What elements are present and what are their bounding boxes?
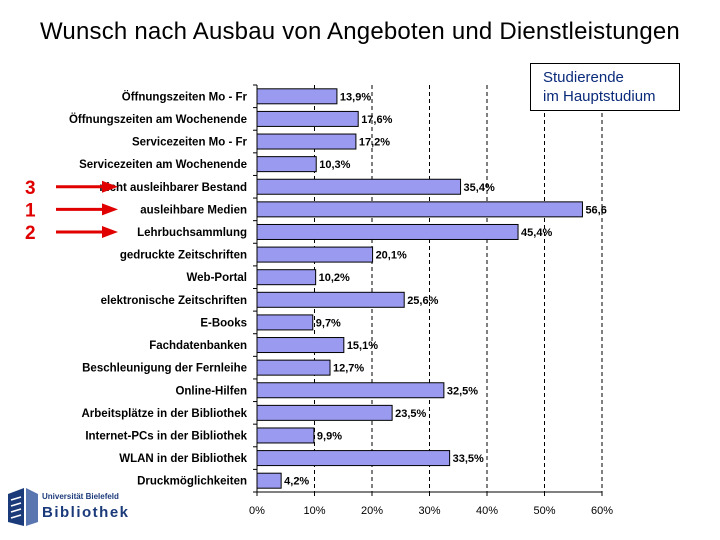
x-tick-labels: 0% 10% 20% 30% 40% 50% 60% bbox=[249, 505, 613, 517]
category-label: Lehrbuchsammlung bbox=[137, 227, 247, 239]
value-label: 35,4% bbox=[464, 182, 495, 194]
category-labels: Öffnungszeiten Mo - Fr Öffnungszeiten am … bbox=[69, 90, 248, 487]
category-label: Druckmöglichkeiten bbox=[137, 476, 247, 488]
bars bbox=[256, 88, 583, 489]
x-tick-label: 40% bbox=[476, 505, 498, 517]
legend-box: Studierende im Hauptstudium bbox=[530, 63, 680, 111]
bar bbox=[256, 472, 282, 489]
priority-number: 3 bbox=[25, 178, 36, 199]
university-logo: Universität Bielefeld Bibliothek bbox=[6, 484, 128, 532]
bar bbox=[256, 110, 359, 127]
bar bbox=[256, 223, 519, 240]
x-tick-label: 20% bbox=[361, 505, 383, 517]
category-label: Öffnungszeiten am Wochenende bbox=[69, 113, 247, 126]
value-labels: 13,9% 17,6% 17,2% 10,3% 35,4% 56,6 45,4% 20,1% 1… bbox=[284, 91, 607, 487]
category-label: ausleihbare Medien bbox=[140, 204, 247, 216]
category-label: Arbeitsplätze in der Bibliothek bbox=[82, 408, 248, 420]
value-label: 33,5% bbox=[453, 453, 484, 465]
category-label: Fachdatenbanken bbox=[149, 340, 247, 352]
x-tick-label: 0% bbox=[249, 505, 265, 517]
category-label: Web-Portal bbox=[187, 272, 248, 284]
bar bbox=[256, 427, 315, 444]
bar bbox=[256, 156, 317, 173]
category-label: Online-Hilfen bbox=[175, 385, 247, 397]
bar bbox=[256, 133, 357, 150]
value-label: 25,6% bbox=[407, 295, 438, 307]
value-label: 10,2% bbox=[319, 272, 350, 284]
bar bbox=[256, 201, 583, 218]
gridlines bbox=[314, 85, 603, 492]
category-label: WLAN in der Bibliothek bbox=[119, 453, 247, 465]
category-label: Servicezeiten am Wochenende bbox=[79, 159, 247, 171]
category-label: Internet-PCs in der Bibliothek bbox=[85, 430, 247, 442]
bar bbox=[256, 337, 345, 354]
logo-emblem-icon bbox=[8, 488, 38, 526]
priority-number: 2 bbox=[25, 223, 36, 244]
legend-line-2: im Hauptstudium bbox=[543, 88, 656, 105]
logo-university-text: Universität Bielefeld bbox=[42, 492, 119, 501]
logo-library-text: Bibliothek bbox=[42, 504, 130, 521]
x-tick-label: 60% bbox=[591, 505, 613, 517]
x-tick-label: 50% bbox=[533, 505, 555, 517]
bar bbox=[256, 246, 374, 263]
priority-number: 1 bbox=[25, 200, 36, 221]
bar bbox=[256, 382, 445, 399]
category-label: gedruckte Zeitschriften bbox=[120, 250, 247, 262]
bar bbox=[256, 359, 331, 376]
category-label: Beschleunigung der Fernleihe bbox=[82, 363, 247, 375]
priority-arrow-icon bbox=[102, 180, 118, 193]
category-label: nicht ausleihbarer Bestand bbox=[99, 182, 247, 194]
priority-arrow-icon bbox=[102, 225, 118, 238]
value-label: 23,5% bbox=[395, 408, 426, 420]
value-label: 4,2% bbox=[284, 476, 309, 488]
bar bbox=[256, 291, 405, 308]
priority-markers: 312 bbox=[25, 178, 118, 244]
chart-title: Wunsch nach Ausbau von Angeboten und Die… bbox=[40, 18, 680, 45]
value-label: 17,6% bbox=[361, 114, 392, 126]
bar bbox=[256, 314, 314, 331]
value-label: 9,7% bbox=[316, 317, 341, 329]
category-label: elektronische Zeitschriften bbox=[101, 295, 247, 307]
bar bbox=[256, 88, 338, 105]
value-label: 10,3% bbox=[319, 159, 350, 171]
bar bbox=[256, 450, 451, 467]
bar bbox=[256, 178, 462, 195]
value-label: 12,7% bbox=[333, 363, 364, 375]
value-label: 32,5% bbox=[447, 385, 478, 397]
x-tick-label: 30% bbox=[418, 505, 440, 517]
category-label: Servicezeiten Mo - Fr bbox=[132, 137, 248, 149]
value-label: 45,4% bbox=[521, 227, 552, 239]
x-tick-label: 10% bbox=[303, 505, 325, 517]
value-label: 20,1% bbox=[376, 250, 407, 262]
value-label: 17,2% bbox=[359, 137, 390, 149]
priority-arrow-icon bbox=[102, 203, 118, 216]
value-label: 9,9% bbox=[317, 430, 342, 442]
value-label: 15,1% bbox=[347, 340, 378, 352]
category-label: Öffnungszeiten Mo - Fr bbox=[122, 90, 248, 103]
bar bbox=[256, 404, 393, 421]
category-label: E-Books bbox=[200, 317, 247, 329]
axes bbox=[253, 84, 603, 496]
value-label: 56,6 bbox=[585, 204, 606, 216]
bar bbox=[256, 269, 317, 286]
value-label: 13,9% bbox=[340, 91, 371, 103]
legend-line-1: Studierende bbox=[543, 69, 624, 86]
